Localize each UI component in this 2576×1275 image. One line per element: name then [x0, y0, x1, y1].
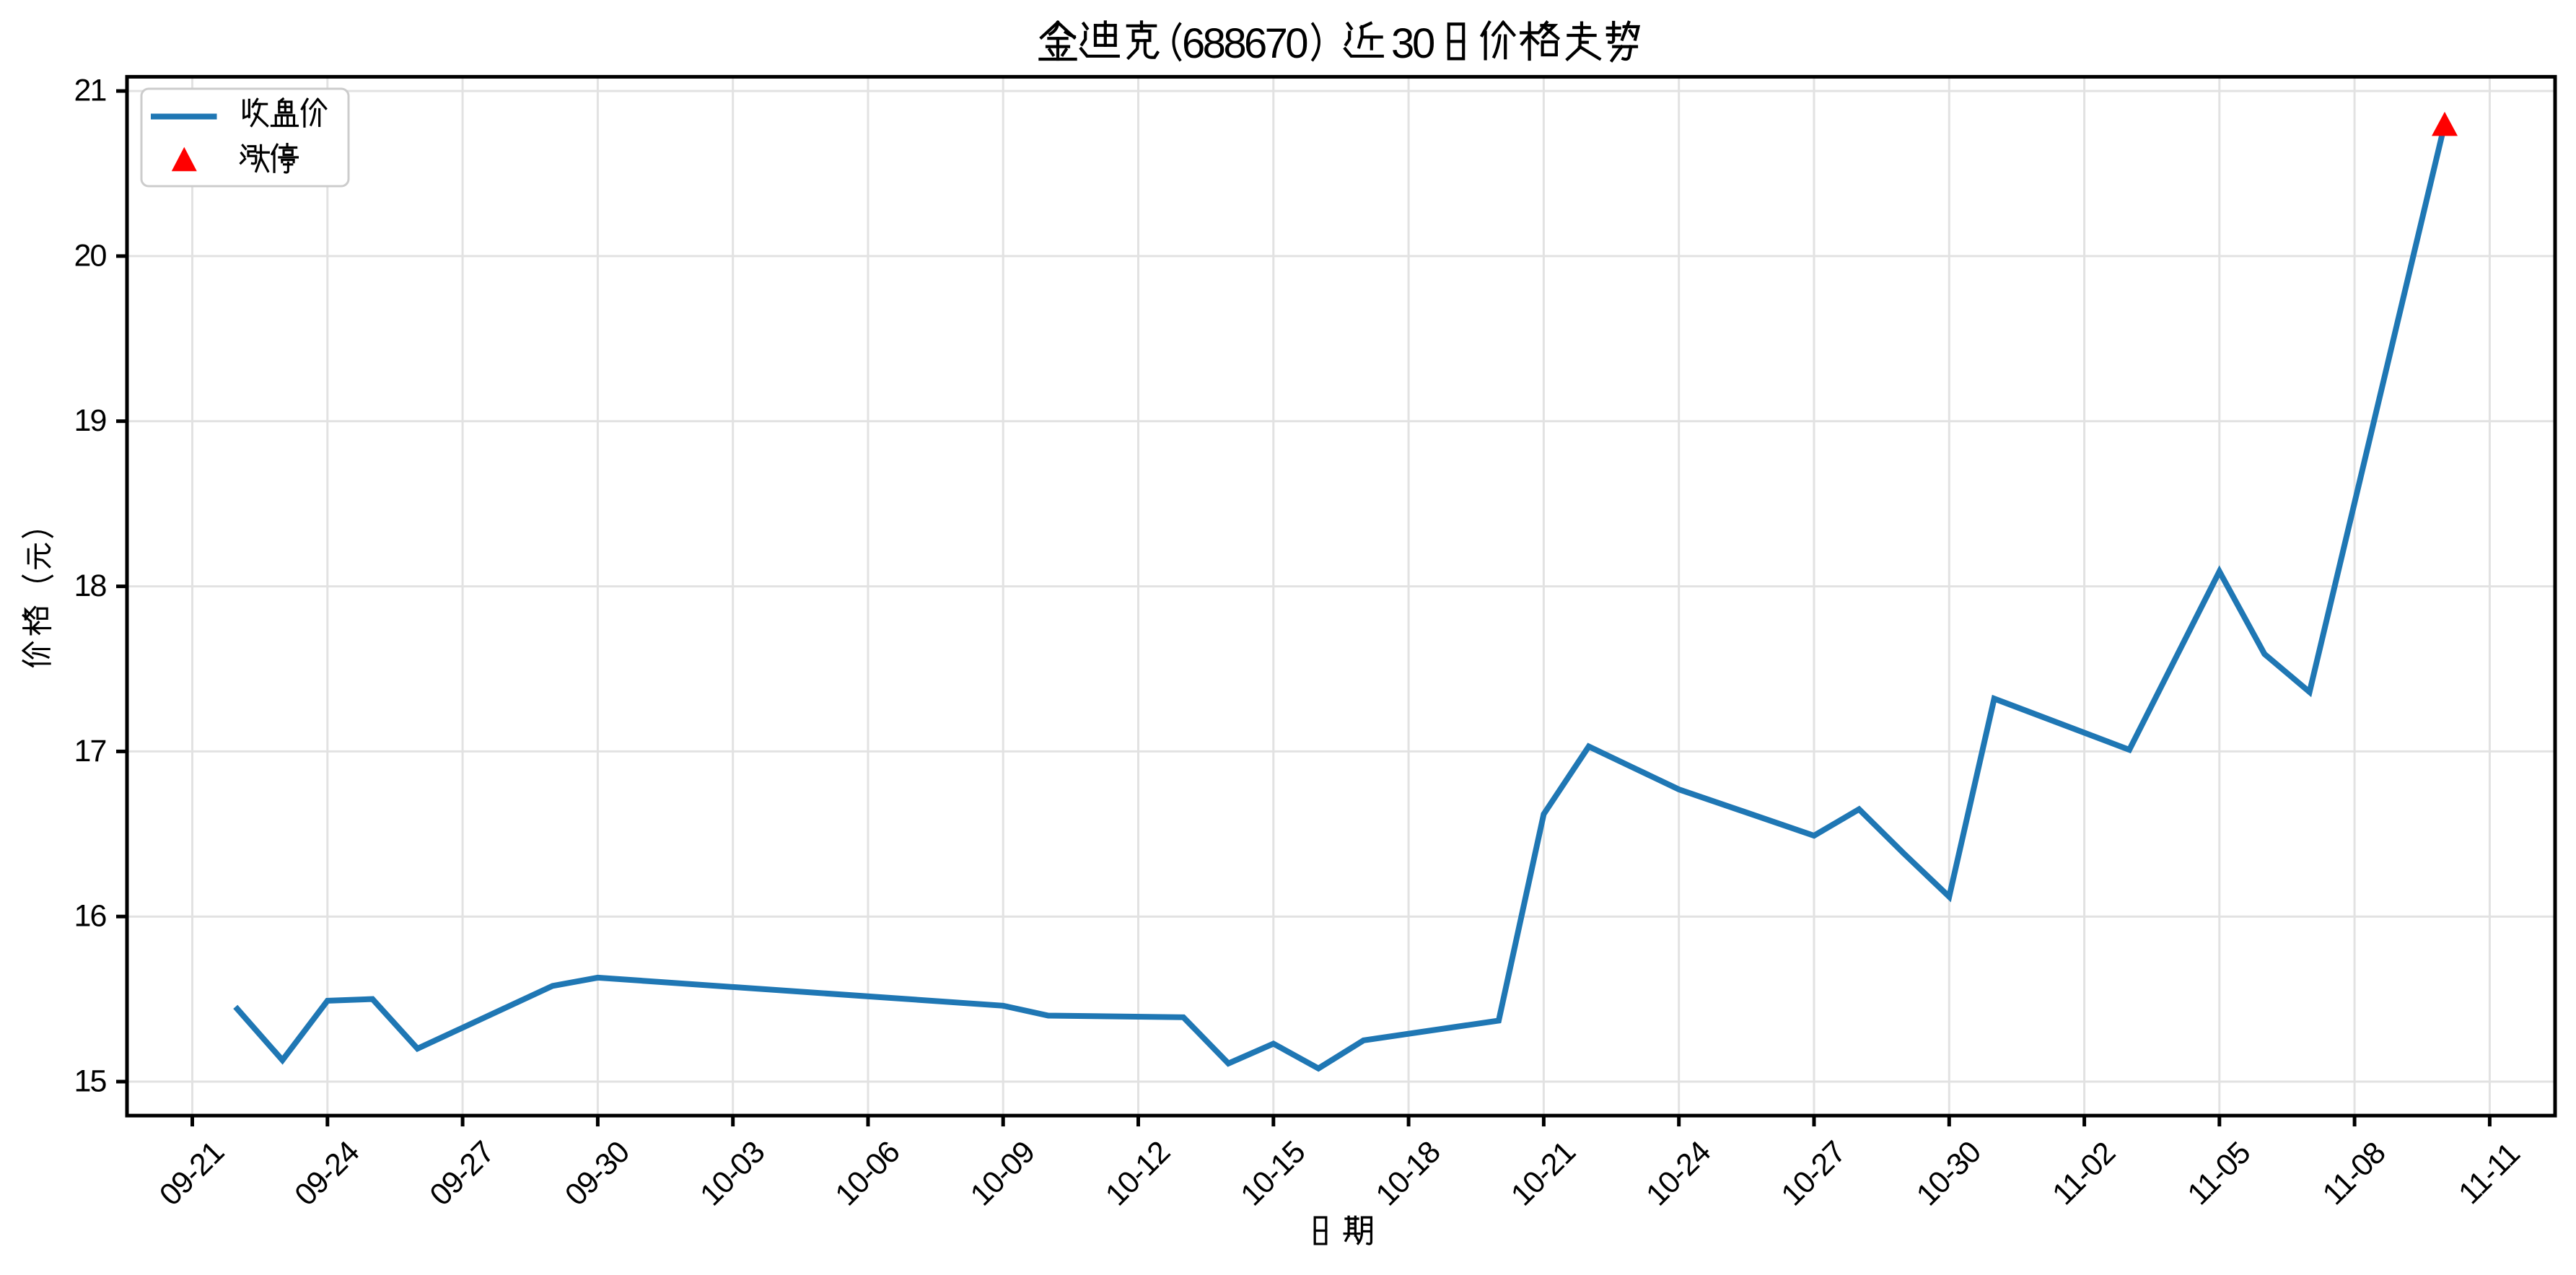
- svg-text:688670: 688670: [1182, 20, 1307, 67]
- svg-text:15: 15: [74, 1064, 106, 1098]
- svg-text:30: 30: [1391, 20, 1434, 67]
- svg-text:21: 21: [74, 74, 105, 108]
- svg-text:19: 19: [74, 403, 105, 438]
- svg-text:20: 20: [74, 238, 106, 273]
- svg-text:17: 17: [74, 734, 105, 768]
- svg-text:16: 16: [74, 899, 106, 934]
- svg-text:18: 18: [74, 569, 106, 603]
